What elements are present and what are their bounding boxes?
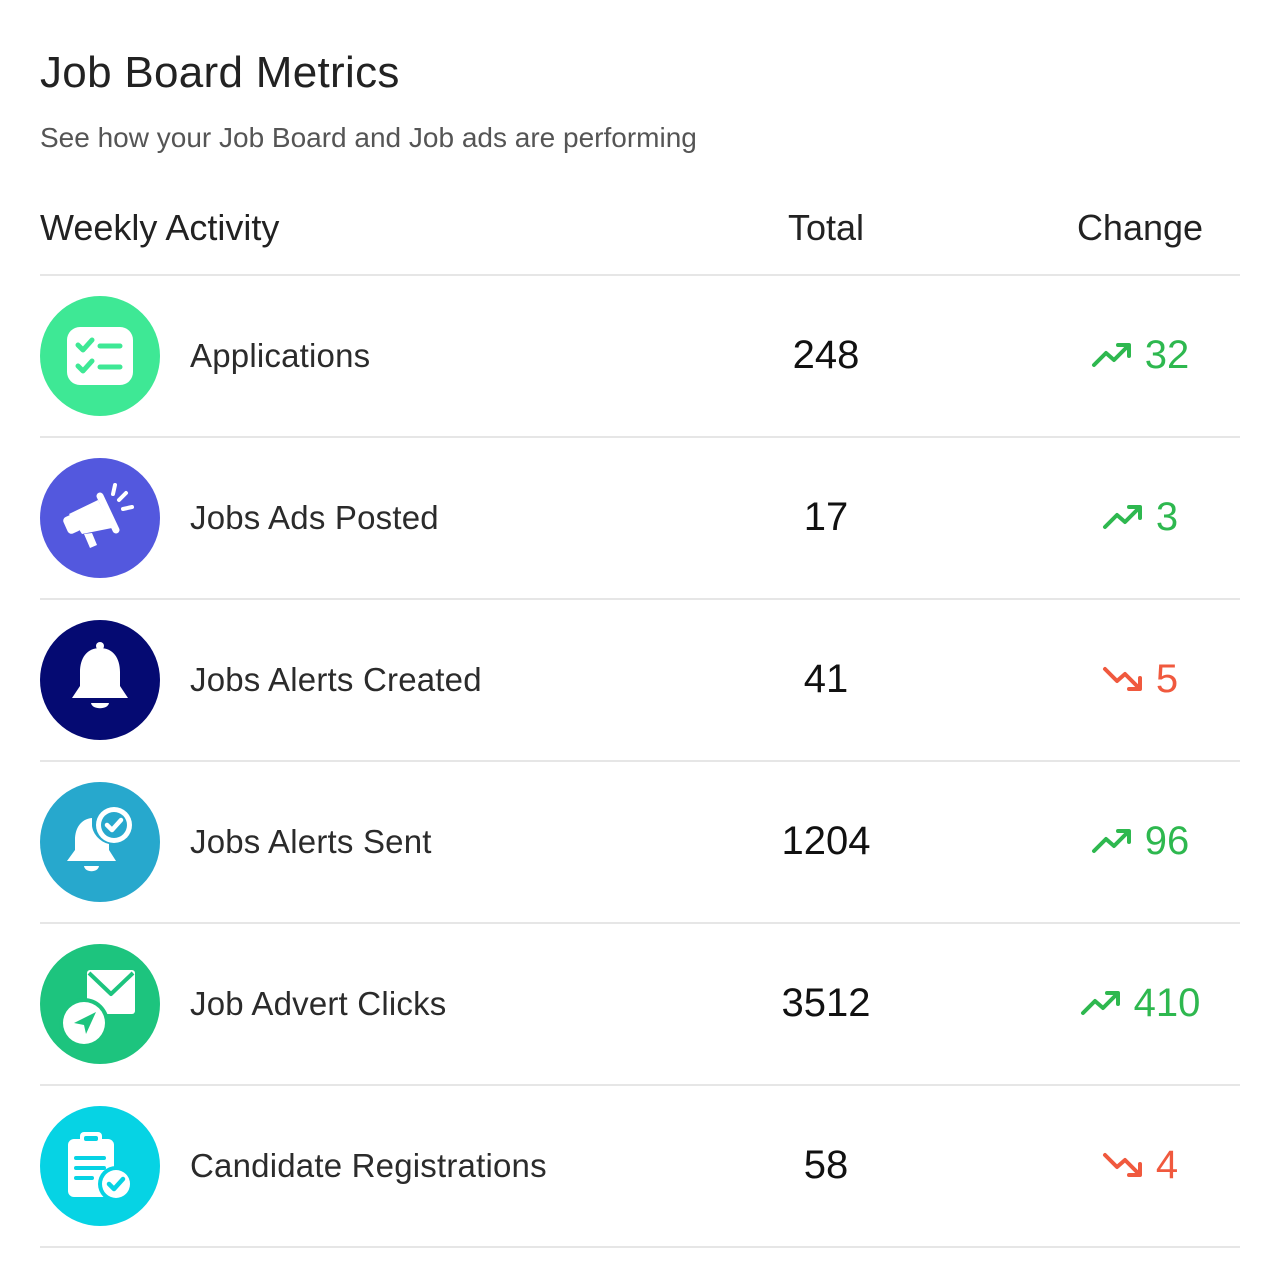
metric-label: Job Advert Clicks [190, 985, 447, 1022]
trend-up-icon [1102, 503, 1144, 531]
column-header-change: Change [1076, 207, 1204, 248]
metric-change: 3 [1000, 492, 1280, 542]
metric-label: Applications [190, 337, 371, 374]
mail-send-icon [40, 944, 160, 1064]
bell-icon [40, 620, 160, 740]
metric-change-value: 410 [1133, 981, 1201, 1025]
table-header: Weekly Activity Total Change [40, 196, 1240, 276]
metric-total: 41 [803, 657, 849, 701]
metric-change: 32 [1000, 330, 1280, 380]
trend-up-icon [1091, 827, 1133, 855]
metric-change: 4 [1000, 1140, 1280, 1190]
metric-total: 3512 [781, 981, 871, 1025]
clipboard-check-icon [40, 1106, 160, 1226]
metric-total: 248 [792, 333, 860, 377]
metric-label: Jobs Ads Posted [190, 499, 439, 536]
metric-row-applications: Applications 248 32 [40, 276, 1240, 438]
metric-label: Jobs Alerts Sent [190, 823, 432, 860]
metrics-list: Applications 248 32 Jobs Ads Pos [40, 276, 1240, 1248]
metric-change-value: 5 [1155, 657, 1179, 701]
metric-row-jobs-alerts-created: Jobs Alerts Created 41 5 [40, 600, 1240, 762]
metric-label: Candidate Registrations [190, 1147, 547, 1184]
page-title: Job Board Metrics [40, 48, 400, 97]
metric-row-candidate-registrations: Candidate Registrations 58 4 [40, 1086, 1240, 1248]
metric-change: 5 [1000, 654, 1280, 704]
metric-row-job-advert-clicks: Job Advert Clicks 3512 410 [40, 924, 1240, 1086]
metric-total: 1204 [781, 819, 871, 863]
metric-change-value: 32 [1144, 333, 1190, 377]
metric-total: 17 [803, 495, 849, 539]
metric-total: 58 [803, 1143, 849, 1187]
metric-change-value: 4 [1155, 1143, 1179, 1187]
bell-check-icon [40, 782, 160, 902]
page-subtitle: See how your Job Board and Job ads are p… [40, 122, 697, 153]
metric-label: Jobs Alerts Created [190, 661, 482, 698]
trend-down-icon [1102, 665, 1144, 693]
metric-change: 410 [1000, 978, 1280, 1028]
checklist-icon [40, 296, 160, 416]
column-header-weekly-activity: Weekly Activity [40, 207, 280, 248]
metric-row-jobs-ads-posted: Jobs Ads Posted 17 3 [40, 438, 1240, 600]
trend-up-icon [1080, 989, 1122, 1017]
metric-row-jobs-alerts-sent: Jobs Alerts Sent 1204 96 [40, 762, 1240, 924]
column-header-total: Total [787, 207, 865, 248]
metric-change-value: 96 [1144, 819, 1190, 863]
metric-change-value: 3 [1155, 495, 1179, 539]
trend-up-icon [1091, 341, 1133, 369]
megaphone-icon [40, 458, 160, 578]
trend-down-icon [1102, 1151, 1144, 1179]
metric-change: 96 [1000, 816, 1280, 866]
